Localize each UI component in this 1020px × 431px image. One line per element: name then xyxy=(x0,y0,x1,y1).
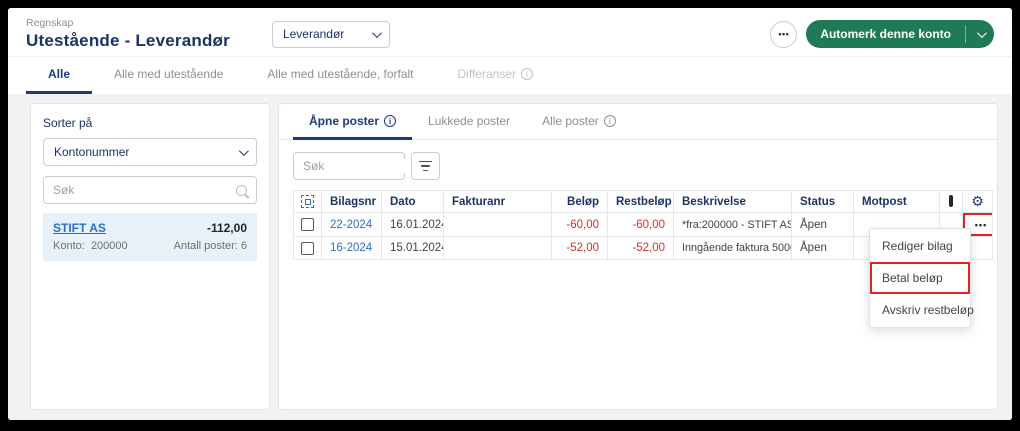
dato-cell: 15.01.2024 xyxy=(381,236,444,260)
info-icon xyxy=(521,68,533,80)
ellipsis-icon: ••• xyxy=(778,29,790,39)
tab-alle[interactable]: Alle xyxy=(26,57,93,94)
info-icon xyxy=(603,114,616,127)
sidebar-search-input[interactable] xyxy=(53,183,236,197)
tab-lukkede-poster[interactable]: Lukkede poster xyxy=(428,113,511,128)
annotation-box-row-actions: ••• xyxy=(963,213,992,236)
select-all-icon[interactable] xyxy=(301,195,314,208)
chevron-down-icon xyxy=(976,27,987,38)
tab-alle-med-utestaende[interactable]: Alle med utestående xyxy=(114,67,224,81)
table-row: 16-2024 15.01.2024 -52,00 -52,00 Inngåen… xyxy=(293,236,993,260)
top-bar-actions: ••• Automerk denne konto xyxy=(770,20,994,48)
entity-type-select[interactable]: Leverandør xyxy=(271,20,390,48)
automerk-split-button: Automerk denne konto xyxy=(806,20,994,48)
chevron-down-icon xyxy=(238,145,249,156)
automerk-button[interactable]: Automerk denne konto xyxy=(806,20,965,48)
col-bilagsnr: Bilagsnr xyxy=(321,190,382,213)
col-restbelop: Restbeløp xyxy=(607,190,674,213)
automerk-dropdown-button[interactable] xyxy=(966,20,994,48)
beskrivelse-cell: *fra:200000 - STIFT AS xyxy=(673,212,792,237)
table-toolbar xyxy=(279,140,997,190)
row-checkbox[interactable] xyxy=(301,241,314,255)
col-status: Status xyxy=(791,190,854,213)
tab-alle-med-utestaende-forfalt[interactable]: Alle med utestående, forfalt xyxy=(267,67,414,81)
status-cell: Åpen xyxy=(791,212,854,237)
col-motpost: Motpost xyxy=(853,190,940,213)
accounts-sidebar: Sorter på Kontonummer STIFT AS -112,00 K… xyxy=(30,103,270,410)
restbelop-cell: -60,00 xyxy=(607,212,674,237)
sort-label: Sorter på xyxy=(43,116,93,130)
belop-cell: -60,00 xyxy=(551,212,608,237)
tab-differanser[interactable]: Differanser xyxy=(436,57,555,94)
col-fakturanr: Fakturanr xyxy=(443,190,552,213)
fakturanr-cell xyxy=(443,236,552,260)
col-belop: Beløp xyxy=(551,190,608,213)
row-actions-button[interactable]: ••• xyxy=(974,219,988,230)
filter-icon xyxy=(419,160,432,163)
chevron-down-icon xyxy=(371,27,382,38)
app-window: Regnskap Utestående - Leverandør Leveran… xyxy=(8,8,1012,420)
sort-select-value: Kontonummer xyxy=(54,145,130,159)
fakturanr-cell xyxy=(443,212,552,237)
account-post-count: Antall poster: 6 xyxy=(173,240,247,252)
sort-select[interactable]: Kontonummer xyxy=(43,138,257,166)
entity-type-value: Leverandør xyxy=(282,27,345,41)
split-button-divider xyxy=(965,25,966,43)
account-name-link[interactable]: STIFT AS xyxy=(53,221,106,235)
top-bar: Regnskap Utestående - Leverandør Leveran… xyxy=(8,8,1012,56)
search-icon xyxy=(236,184,247,196)
breadcrumb: Regnskap xyxy=(26,17,74,29)
attachment-icon xyxy=(949,195,953,208)
page-tabs: Alle Alle med utestående Alle med utestå… xyxy=(8,56,1012,94)
info-icon xyxy=(384,114,397,127)
beskrivelse-cell: Inngående faktura 50002 xyxy=(673,236,792,260)
page-title: Utestående - Leverandør xyxy=(26,31,230,50)
col-beskrivelse: Beskrivelse xyxy=(673,190,792,213)
dato-cell: 16.01.2024 xyxy=(381,212,444,237)
restbelop-cell: -52,00 xyxy=(607,236,674,260)
row-checkbox[interactable] xyxy=(301,218,314,231)
account-list-item[interactable]: STIFT AS -112,00 Konto: 200000 Antall po… xyxy=(43,213,257,261)
content-area: Sorter på Kontonummer STIFT AS -112,00 K… xyxy=(8,94,1012,420)
more-actions-button[interactable]: ••• xyxy=(770,20,798,48)
tab-alle-poster[interactable]: Alle poster xyxy=(526,104,632,140)
tab-apne-poster[interactable]: Åpne poster xyxy=(293,104,413,140)
gear-icon[interactable]: ⚙ xyxy=(971,193,984,210)
row-context-menu: Rediger bilag Betal beløp Avskriv restbe… xyxy=(869,228,974,328)
account-balance: -112,00 xyxy=(206,221,247,235)
posts-panel: Åpne poster Lukkede poster Alle poster xyxy=(278,103,998,410)
menu-item-betal-belop[interactable]: Betal beløp xyxy=(870,262,970,294)
bilagsnr-link[interactable]: 16-2024 xyxy=(330,242,373,254)
table-search xyxy=(293,152,458,180)
table-header-row: Bilagsnr Dato Fakturanr Beløp Restbeløp … xyxy=(293,190,993,213)
menu-item-rediger-bilag[interactable]: Rediger bilag xyxy=(882,239,953,253)
posts-table: Bilagsnr Dato Fakturanr Beløp Restbeløp … xyxy=(293,190,993,260)
account-number: Konto: 200000 xyxy=(53,240,128,252)
sidebar-search xyxy=(43,176,257,204)
belop-cell: -52,00 xyxy=(551,236,608,260)
posts-tabs: Åpne poster Lukkede poster Alle poster xyxy=(279,104,997,140)
menu-item-avskriv-restbelop[interactable]: Avskriv restbeløp xyxy=(882,303,974,317)
status-cell: Åpen xyxy=(791,236,854,260)
filter-button[interactable] xyxy=(411,152,440,180)
bilagsnr-link[interactable]: 22-2024 xyxy=(330,218,373,231)
col-dato: Dato xyxy=(381,190,444,213)
title-block: Regnskap Utestående - Leverandør xyxy=(26,17,230,51)
